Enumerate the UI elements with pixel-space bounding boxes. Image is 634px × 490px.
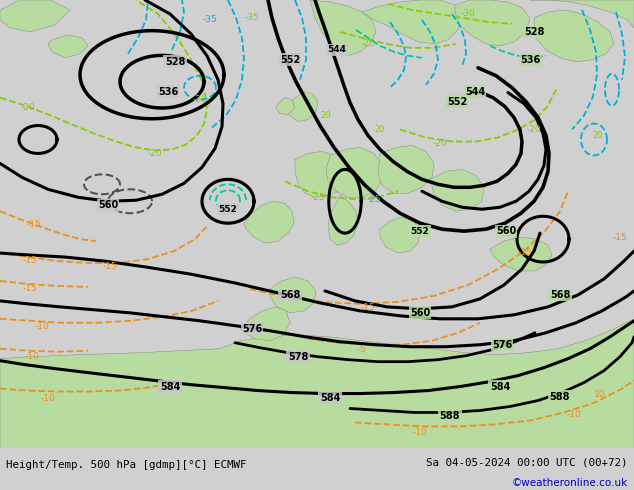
Text: -35: -35	[203, 15, 217, 24]
Text: 584: 584	[490, 382, 510, 392]
Text: -10: -10	[25, 352, 39, 361]
Polygon shape	[378, 146, 434, 193]
Polygon shape	[0, 0, 70, 32]
Text: 544: 544	[465, 87, 485, 97]
Text: 552: 552	[447, 97, 467, 107]
Text: 552: 552	[219, 205, 237, 214]
Text: -20: -20	[527, 125, 541, 134]
Text: -15: -15	[361, 303, 375, 312]
Text: -30: -30	[461, 9, 476, 19]
Text: 536: 536	[520, 55, 540, 65]
Polygon shape	[362, 0, 462, 44]
Text: 552: 552	[280, 55, 300, 65]
Text: -35: -35	[245, 13, 259, 23]
Polygon shape	[270, 277, 316, 313]
Text: 584: 584	[320, 392, 340, 403]
Polygon shape	[534, 10, 614, 62]
Text: 10: 10	[594, 390, 605, 399]
Text: 528: 528	[165, 57, 185, 67]
Text: -25: -25	[311, 193, 325, 202]
Text: 20: 20	[593, 131, 603, 140]
Text: 20: 20	[375, 125, 385, 134]
Text: -10: -10	[35, 322, 49, 331]
Text: -10: -10	[567, 410, 581, 419]
Text: -10: -10	[41, 394, 55, 403]
Text: -20: -20	[432, 139, 448, 148]
Polygon shape	[276, 98, 295, 115]
Polygon shape	[288, 92, 318, 122]
Text: Height/Temp. 500 hPa [gdmp][°C] ECMWF: Height/Temp. 500 hPa [gdmp][°C] ECMWF	[6, 460, 247, 470]
Text: 552: 552	[411, 227, 429, 236]
Text: ©weatheronline.co.uk: ©weatheronline.co.uk	[512, 477, 628, 488]
Text: 568: 568	[550, 290, 570, 300]
Text: 584: 584	[160, 382, 180, 392]
Polygon shape	[295, 151, 348, 197]
Text: 588: 588	[440, 412, 460, 421]
Text: 560: 560	[98, 200, 118, 210]
Text: 560: 560	[410, 308, 430, 318]
Polygon shape	[328, 196, 358, 245]
Text: -25: -25	[366, 195, 381, 204]
Text: 568: 568	[280, 290, 300, 300]
Text: -25: -25	[361, 39, 375, 49]
Polygon shape	[244, 201, 294, 243]
Text: 576: 576	[242, 324, 262, 334]
Polygon shape	[530, 0, 634, 28]
Polygon shape	[0, 319, 634, 448]
Text: -15: -15	[23, 256, 37, 265]
Text: -15: -15	[103, 262, 117, 270]
Text: 576: 576	[492, 340, 512, 350]
Text: 536: 536	[158, 87, 178, 97]
Polygon shape	[310, 0, 376, 56]
Text: -10: -10	[413, 428, 427, 437]
Text: 20: 20	[321, 111, 331, 120]
Text: 588: 588	[550, 392, 570, 401]
Text: 578: 578	[288, 352, 308, 362]
Text: 528: 528	[524, 27, 544, 37]
Polygon shape	[455, 0, 530, 46]
Text: -15: -15	[27, 220, 41, 229]
Text: -15: -15	[517, 247, 533, 257]
Polygon shape	[380, 217, 420, 253]
Text: Sa 04-05-2024 00:00 UTC (00+72): Sa 04-05-2024 00:00 UTC (00+72)	[426, 458, 628, 468]
Text: -20: -20	[193, 95, 207, 104]
Text: 544: 544	[328, 45, 347, 54]
Polygon shape	[490, 237, 552, 271]
Polygon shape	[430, 170, 484, 211]
Text: -20: -20	[21, 103, 36, 112]
Text: -15: -15	[23, 284, 37, 294]
Text: -5: -5	[358, 345, 366, 354]
Text: 560: 560	[496, 226, 516, 236]
Text: -20: -20	[148, 149, 162, 158]
Polygon shape	[48, 35, 88, 58]
Text: -15: -15	[612, 233, 628, 242]
Polygon shape	[326, 147, 382, 197]
Polygon shape	[240, 307, 290, 341]
